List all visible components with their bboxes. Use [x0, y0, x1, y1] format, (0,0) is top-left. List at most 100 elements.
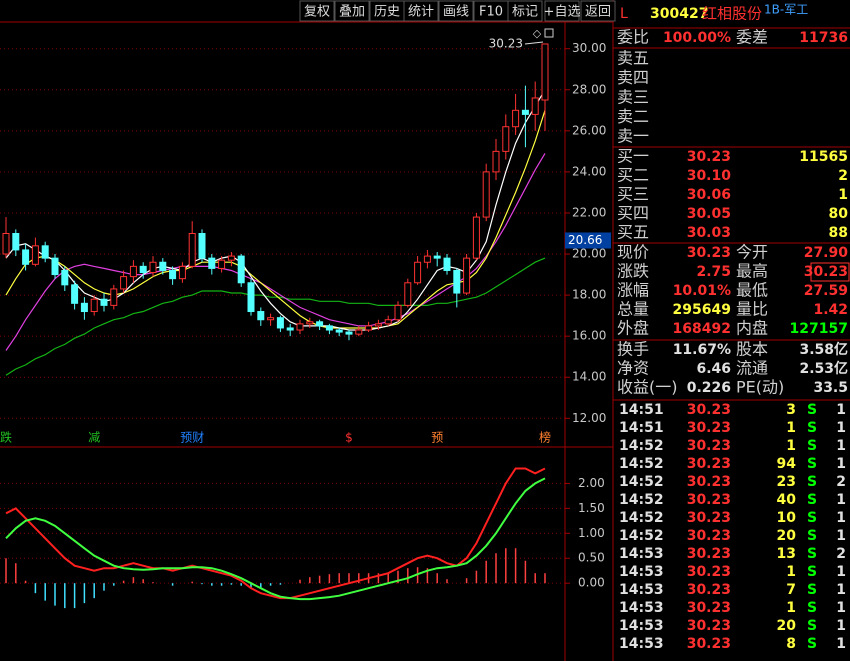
candle-body — [247, 282, 255, 313]
moving-average — [5, 257, 546, 376]
trade-cell: 30.23 — [687, 618, 731, 634]
quote-label: 涨跌 — [617, 262, 649, 281]
highlight-box — [810, 262, 850, 282]
candle-body — [541, 43, 549, 101]
candle-body — [22, 249, 30, 265]
y-tick-label: 28.00 — [572, 82, 606, 96]
y-tick-label: 16.00 — [572, 329, 606, 343]
candle-body — [433, 255, 441, 259]
bid-volume: 88 — [829, 225, 848, 241]
candle-body — [472, 216, 480, 259]
ask-label: 卖三 — [617, 88, 649, 107]
candle-body — [492, 150, 500, 173]
trade-cell: 2 — [836, 474, 846, 490]
trade-cell: 14:53 — [619, 564, 664, 580]
candle-body — [227, 255, 235, 261]
trade-cell: 30.23 — [687, 564, 731, 580]
candle-body — [423, 255, 431, 263]
bid-label: 买一 — [617, 147, 649, 166]
quote-value: 0.226 — [687, 380, 731, 396]
trade-cell: 1 — [836, 456, 846, 472]
trade-cell: 1 — [836, 618, 846, 634]
trade-cell: 14:53 — [619, 618, 664, 634]
candle-body — [355, 329, 363, 335]
toolbar-label[interactable]: F10 — [479, 5, 503, 20]
quote-label: 委比 — [617, 28, 649, 47]
quote-label: 股本 — [736, 340, 768, 359]
toolbar-button[interactable] — [299, 0, 335, 22]
candle-body — [531, 97, 539, 115]
toolbar-button[interactable] — [334, 0, 370, 22]
trade-cell: 7 — [786, 582, 796, 598]
quote-label: 流通 — [736, 359, 768, 378]
candle-body — [31, 245, 39, 265]
candle-body — [120, 276, 128, 290]
quote-label: 收益(一) — [617, 378, 678, 397]
bid-price: 30.03 — [687, 225, 731, 241]
y-tick-label: 22.00 — [572, 205, 606, 219]
trade-cell: 30.23 — [687, 600, 731, 616]
quote-value: 27.59 — [804, 283, 848, 299]
icon[interactable] — [544, 28, 554, 38]
quote-label: 外盘 — [617, 319, 649, 338]
candle-body — [41, 245, 49, 259]
toolbar-button[interactable] — [544, 0, 580, 22]
event-marker[interactable]: 预财 — [180, 431, 204, 445]
toolbar-button[interactable] — [403, 0, 439, 22]
toolbar-label[interactable]: 标记 — [512, 5, 538, 20]
toolbar-button[interactable] — [580, 0, 616, 22]
quote-label: 今开 — [736, 243, 768, 262]
toolbar-button[interactable] — [438, 0, 474, 22]
candle-body — [139, 265, 147, 274]
trade-cell: 30.23 — [687, 456, 731, 472]
toolbar-label[interactable]: 统计 — [408, 5, 434, 20]
trade-cell: 2 — [836, 546, 846, 562]
y-tick-label: 1.50 — [578, 501, 605, 515]
trade-cell: 30.23 — [687, 510, 731, 526]
bid-volume: 11565 — [799, 149, 848, 165]
candle-body — [512, 109, 520, 128]
quote-label: 委差 — [736, 28, 768, 47]
candle-body — [365, 325, 373, 331]
bid-price: 30.23 — [687, 149, 731, 165]
toolbar-label[interactable]: 复权 — [304, 4, 330, 20]
trade-cell: S — [807, 420, 817, 436]
event-marker[interactable]: 跌 — [0, 430, 12, 445]
toolbar-label[interactable]: 返回 — [585, 5, 611, 20]
event-marker[interactable]: 减 — [88, 431, 100, 445]
trade-cell: 14:52 — [619, 438, 664, 454]
toolbar-label[interactable]: +自选 — [544, 5, 581, 20]
quote-label: 总量 — [617, 300, 649, 319]
trade-cell: S — [807, 438, 817, 454]
trade-cell: S — [807, 582, 817, 598]
bid-label: 买四 — [617, 204, 649, 223]
quote-label: 换手 — [617, 340, 649, 359]
candle-body — [276, 317, 284, 329]
trade-cell: 14:53 — [619, 582, 664, 598]
trade-cell: 3 — [786, 402, 796, 418]
toolbar-button[interactable] — [507, 0, 543, 22]
quote-value: 127157 — [790, 321, 848, 337]
quote-value: 100.00% — [663, 30, 731, 46]
toolbar-label[interactable]: 画线 — [443, 5, 469, 20]
candle-body — [463, 257, 471, 294]
quote-label: PE(动) — [736, 378, 784, 397]
bid-label: 买二 — [617, 166, 649, 185]
event-marker[interactable]: 榜 — [539, 430, 551, 445]
icon[interactable]: ◇ — [533, 27, 542, 40]
candle-body — [404, 282, 412, 306]
trade-cell: S — [807, 618, 817, 634]
y-tick-label: 26.00 — [572, 123, 606, 137]
toolbar-label[interactable]: 叠加 — [339, 5, 365, 20]
quote-label: 现价 — [617, 243, 649, 262]
event-marker[interactable]: $ — [345, 431, 353, 445]
trade-cell: 30.23 — [687, 420, 731, 436]
ask-label: 卖四 — [617, 68, 649, 87]
candle-body — [169, 269, 177, 280]
y-tick-label: 30.00 — [572, 41, 606, 55]
event-marker[interactable]: 预 — [431, 431, 443, 445]
toolbar-label[interactable]: 历史 — [374, 5, 400, 20]
trade-cell: 14:52 — [619, 492, 664, 508]
quote-label: 涨幅 — [617, 281, 649, 300]
